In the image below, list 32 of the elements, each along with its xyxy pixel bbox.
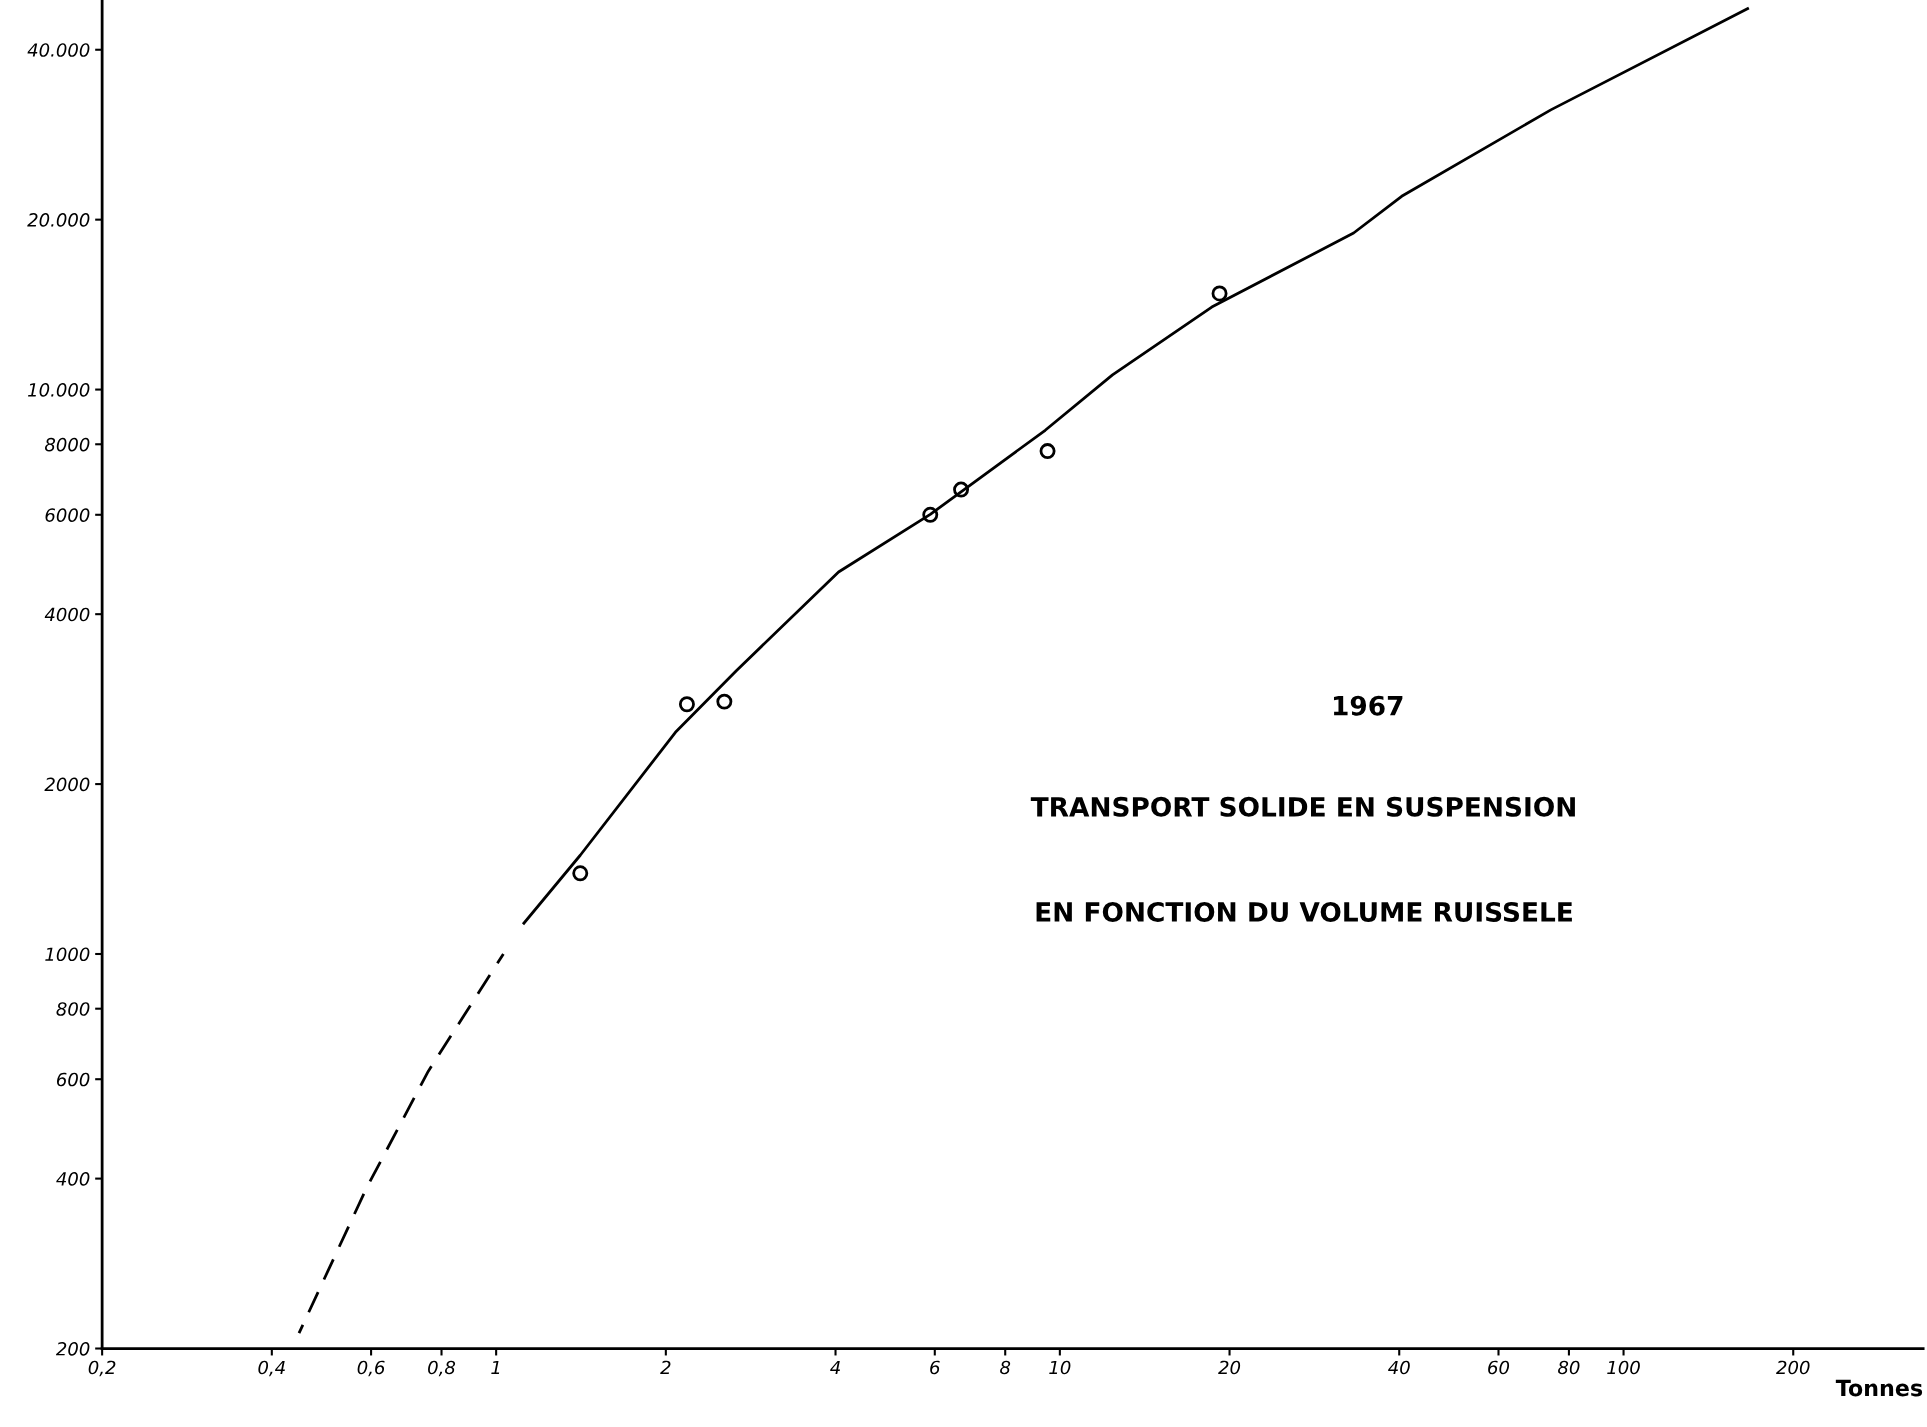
y-tick-label: 40.000 [27, 43, 90, 57]
x-axis-title: Tonnes [1835, 1379, 1923, 1397]
x-tick-label: 1 [491, 1360, 500, 1375]
x-tick-label: 200 [1776, 1360, 1810, 1375]
y-tick-label: 800 [56, 1002, 90, 1016]
y-tick-label: 600 [57, 1072, 90, 1087]
annotation: 1967 [1333, 695, 1403, 716]
x-tick-label: 0,4 [258, 1360, 285, 1377]
x-tick-label: 20 [1218, 1360, 1241, 1375]
x-tick-label: 6 [930, 1360, 940, 1375]
annotation: EN FONCTION DU VOLUME RUISSELE [1036, 901, 1572, 922]
y-tick-label: 8000 [44, 437, 90, 452]
x-tick-label: 8 [1000, 1360, 1011, 1375]
x-tick-label: 2 [660, 1360, 671, 1375]
y-tick-label: 200 [55, 1341, 90, 1356]
y-tick-label: 4000 [44, 607, 90, 622]
y-tick-label: 6000 [45, 508, 90, 522]
x-tick-label: 80 [1558, 1360, 1580, 1375]
annotation: TRANSPORT SOLIDE EN SUSPENSION [1030, 796, 1575, 817]
x-tick-label: 0,6 [357, 1360, 385, 1377]
x-tick-label: 0,8 [428, 1360, 456, 1377]
y-tick-label: 2000 [44, 777, 90, 792]
x-tick-label: 40 [1388, 1360, 1410, 1375]
x-tick-label: 60 [1488, 1360, 1510, 1375]
y-tick-label: 1000 [45, 947, 90, 962]
y-tick-label: 10.000 [28, 383, 90, 397]
x-tick-label: 0,2 [88, 1360, 116, 1377]
x-tick-label: 100 [1607, 1360, 1640, 1375]
x-tick-label: 10 [1049, 1360, 1071, 1375]
x-tick-label: 4 [830, 1360, 840, 1375]
y-tick-label: 400 [56, 1172, 90, 1186]
y-tick-label: 20.000 [27, 213, 90, 227]
